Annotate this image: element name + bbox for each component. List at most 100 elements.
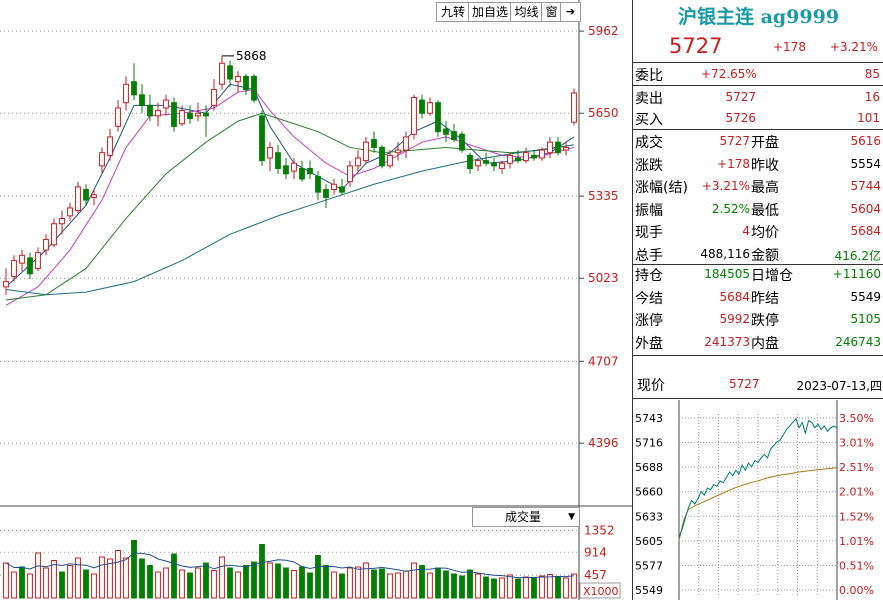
volume-bar — [107, 558, 113, 599]
volume-bar — [59, 571, 65, 599]
intraday-price-tick: 5633 — [635, 510, 663, 523]
intraday-pct-tick: 2.51% — [839, 461, 874, 474]
candle — [259, 110, 265, 166]
candle-body — [251, 75, 257, 101]
volume-bar — [283, 567, 289, 599]
stat-label: 昨结 — [751, 290, 779, 307]
stat-label: 涨停 — [635, 313, 663, 329]
volume-bar — [435, 567, 441, 599]
stat-value: +11160 — [832, 267, 881, 281]
volume-bar — [243, 565, 249, 599]
candle — [531, 150, 537, 161]
candle — [75, 181, 81, 214]
stat-label: 总手 — [635, 247, 663, 264]
candle — [507, 152, 513, 169]
stat-label: 最高 — [751, 180, 779, 196]
main-chart: 5962 5650 5335 5023 4707 4396 5868 1352 914 457 X1… — [0, 0, 632, 600]
candle — [275, 144, 281, 174]
candle — [115, 100, 121, 132]
intraday-price-line — [678, 417, 838, 538]
intraday-average-line — [678, 467, 838, 541]
volume-bar — [427, 572, 433, 599]
candle — [411, 94, 417, 140]
candle — [483, 152, 489, 166]
stat-value: 5684 — [719, 289, 750, 304]
candle — [139, 84, 145, 114]
candle-body — [467, 154, 473, 169]
stat-label: 金额 — [751, 247, 779, 264]
volume-bar — [219, 556, 225, 599]
volume-bar — [491, 578, 497, 599]
stat-row: 外盘 241373 内盘 246743 — [633, 331, 883, 353]
candle-body — [427, 102, 433, 114]
candle — [459, 131, 465, 153]
candle — [43, 234, 49, 256]
stat-value: 416.2亿 — [834, 248, 881, 263]
volume-bar — [115, 550, 121, 599]
y-tick-label: 4707 — [588, 354, 619, 368]
candle-body — [507, 154, 513, 164]
y-tick-label: 5335 — [588, 189, 619, 203]
volume-bar — [467, 569, 473, 599]
volume-bar — [419, 565, 425, 599]
candle-body — [347, 165, 353, 183]
candle — [203, 105, 209, 137]
ma-line-button[interactable]: 均线 — [510, 2, 543, 22]
stat-value: 5684 — [850, 224, 881, 238]
candle — [211, 79, 217, 111]
window-button[interactable]: 窗 — [541, 2, 562, 22]
candle-body — [355, 157, 361, 167]
nine-turn-button[interactable]: 九转 — [436, 2, 470, 22]
stat-label: 内盘 — [751, 335, 779, 352]
candle-body — [491, 162, 497, 167]
volume-bar — [195, 567, 201, 599]
stat-label: 振幅 — [635, 202, 663, 219]
stat-row: 现手 4 均价 5684 — [633, 220, 883, 242]
volume-bar — [171, 553, 177, 599]
candle-body — [411, 96, 417, 135]
intraday-pct-tick: 1.01% — [839, 535, 874, 548]
candle-body — [539, 149, 545, 159]
volume-bar — [211, 570, 217, 599]
candle — [395, 142, 401, 161]
volume-bar — [323, 565, 329, 599]
volume-selector[interactable]: 成交量 ▼ — [472, 507, 580, 527]
stat-value: 5105 — [850, 312, 881, 326]
stat-row: 振幅 2.52% 最低 5604 — [633, 198, 883, 220]
candle — [179, 105, 185, 127]
volume-selector-label: 成交量 — [505, 510, 542, 524]
candle — [323, 184, 329, 208]
exit-arrow-icon[interactable]: ➔ — [560, 2, 581, 22]
y-tick-label: 5650 — [588, 106, 619, 120]
volume-bar — [411, 562, 417, 599]
candle — [59, 210, 65, 235]
candle-body — [395, 149, 401, 154]
candle — [563, 142, 569, 156]
volume-bar — [547, 574, 553, 599]
stat-label: 最低 — [751, 202, 779, 219]
vol-tick-label: 1352 — [584, 523, 615, 537]
candle-body — [523, 152, 529, 162]
price-change: +178 — [773, 40, 806, 54]
stat-row: 涨幅(结) +3.21% 最高 5744 — [633, 175, 883, 197]
buy-qty: 101 — [857, 111, 880, 125]
candle — [435, 100, 441, 137]
volume-bar — [523, 576, 529, 599]
volume-bar — [371, 569, 377, 599]
candle-body — [139, 94, 145, 106]
candle-body — [459, 133, 465, 151]
divider — [633, 398, 883, 399]
add-favorite-button[interactable]: 加自选 — [468, 2, 512, 22]
candle — [491, 157, 497, 172]
intraday-price-tick: 5577 — [635, 559, 663, 572]
candle — [555, 136, 561, 156]
intraday-price-tick: 5688 — [635, 461, 663, 474]
intraday-pct-tick: 1.52% — [839, 510, 874, 523]
volume-bar — [459, 575, 465, 599]
buy-price: 5726 — [725, 111, 756, 125]
candle — [299, 160, 305, 182]
candle — [315, 171, 321, 201]
candle — [99, 147, 105, 174]
candle — [163, 94, 169, 116]
intraday-price-tick: 5716 — [635, 437, 663, 450]
